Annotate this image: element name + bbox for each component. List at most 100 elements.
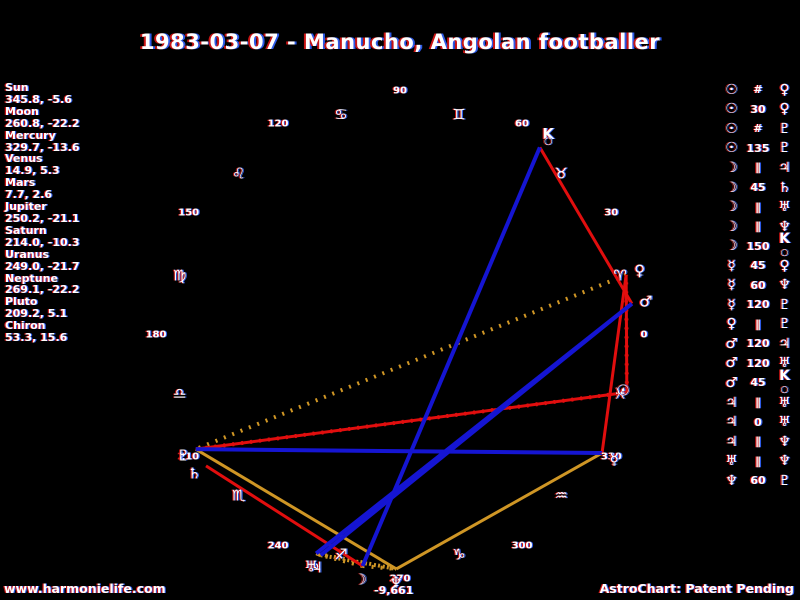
aspect-symbol-trine: 120 [746, 356, 770, 370]
sun-glyph: ☉ [725, 101, 738, 118]
aspect-row-jupiter-uranus: ♃ ∥ ♅ [722, 393, 794, 413]
planet-row-sun: Sun 345.8, -5.6 [5, 82, 80, 106]
aspect-row-mercury-pluto: ☿ 120 ♇ [722, 295, 794, 315]
planet-glyph-jupiter: ♃ [309, 558, 323, 577]
planet-glyph-mars: ♂ [639, 292, 653, 311]
moon-glyph: ☽ [725, 179, 738, 196]
moon-glyph: ☽ [725, 218, 738, 235]
planet-coordinates: 269.1, -22.2 [5, 283, 80, 297]
aspect-line-mercury-pluto-trine [195, 447, 603, 456]
aspect-symbol-parallel: ∥ [755, 454, 761, 468]
zodiac-glyph-sagittarius: ♐ [334, 545, 348, 564]
planet-glyph-venus: ♀ [634, 261, 646, 280]
planet-row-mars: Mars 7.7, 2.6 [5, 177, 80, 201]
moon-glyph: ☽ [725, 238, 738, 255]
aspect-symbol-sextile: 60 [750, 278, 766, 292]
aspect-symbol-sextile: 60 [750, 474, 766, 488]
planet-name: Jupiter [5, 200, 47, 214]
planet-row-pluto: Pluto 209.2, 5.1 [5, 296, 80, 320]
jupiter-glyph: ♃ [778, 335, 791, 352]
degree-label-210: 210 [178, 451, 200, 463]
aspect-line-moon-saturn-semisquare [205, 464, 364, 568]
aspect-row-mercury-neptune: ☿ 60 ♆ [722, 275, 794, 295]
aspect-line-jupiter-neptune-parallel [320, 553, 397, 571]
mercury-glyph: ☿ [727, 277, 736, 294]
planet-name: Neptune [5, 271, 58, 285]
aspect-row-jupiter-uranus: ♃ 0 ♅ [722, 412, 794, 432]
mars-glyph: ♂ [725, 355, 738, 372]
neptune-glyph: ♆ [778, 453, 791, 470]
zodiac-glyph-capricorn: ♑ [452, 545, 466, 564]
chiron-glyph: K ○ [779, 367, 790, 395]
planet-coordinates: 14.9, 5.3 [5, 164, 60, 178]
planet-glyph-neptune: ♆ [389, 573, 403, 592]
planet-glyph-saturn: ♄ [187, 464, 202, 483]
planet-coordinates: 7.7, 2.6 [5, 188, 52, 202]
degree-label-270: 270 [389, 573, 411, 585]
aspect-line-neptune-pluto-sextile [194, 447, 398, 571]
planet-glyph-chiron: K ○ [542, 125, 555, 148]
aspect-symbol-parallel: ∥ [755, 161, 761, 175]
aspect-symbol-contraparallel: # [753, 83, 763, 97]
zodiac-glyph-aries: ♈ [613, 266, 627, 285]
aspect-row-uranus-neptune: ♅ ∥ ♆ [722, 451, 794, 471]
planet-row-venus: Venus 14.9, 5.3 [5, 153, 80, 177]
planet-name: Saturn [5, 223, 47, 237]
degree-label-0: 0 [640, 329, 648, 341]
aspect-symbol-parallel: ∥ [755, 435, 761, 449]
degree-label-30: 30 [604, 207, 619, 219]
planet-name: Sun [5, 81, 29, 94]
zodiac-glyph-pisces: ♓ [613, 384, 627, 403]
neptune-glyph: ♆ [778, 433, 791, 450]
mercury-glyph: ☿ [727, 257, 736, 274]
planet-coordinates: 329.7, -13.6 [5, 140, 80, 154]
planet-row-neptune: Neptune 269.1, -22.2 [5, 271, 80, 297]
planet-glyph-pluto: ♇ [176, 446, 191, 465]
planet-row-saturn: Saturn 214.0, -10.3 [5, 223, 80, 249]
planet-glyph-mercury: ☿ [609, 450, 619, 469]
zodiac-glyph-leo: ♌ [232, 164, 246, 183]
zodiac-glyph-virgo: ♍ [173, 266, 187, 285]
website-url: www.harmonielife.com [4, 581, 166, 596]
uranus-glyph: ♅ [778, 355, 791, 372]
aspect-line-mercury-neptune-sextile [395, 451, 603, 571]
aspect-row-sun-venus: ☉ # ♀ [722, 80, 794, 100]
planet-row-moon: Moon 260.8, -22.2 [5, 105, 80, 130]
aspect-row-mercury-venus: ☿ 45 ♀ [722, 256, 794, 276]
planet-coordinates: 249.0, -21.7 [5, 259, 80, 273]
sun-glyph: ☉ [725, 140, 738, 157]
degree-label-90: 90 [393, 85, 407, 97]
pluto-glyph: ♇ [778, 140, 791, 157]
bottom-annotation: -9,661 [374, 584, 414, 597]
planet-name: Mars [5, 176, 36, 190]
aspect-row-jupiter-neptune: ♃ ∥ ♆ [722, 432, 794, 452]
aspect-symbol-semisextile: 30 [750, 102, 766, 116]
zodiac-glyph-libra: ♎ [173, 384, 187, 403]
aspect-symbol-parallel: ∥ [755, 396, 761, 410]
mars-glyph: ♂ [725, 374, 738, 391]
aspect-row-sun-pluto: ☉ # ♇ [722, 119, 794, 139]
zodiac-glyph-aquarius: ♒ [554, 486, 568, 505]
venus-glyph: ♀ [779, 81, 790, 98]
degree-label-60: 60 [515, 118, 529, 130]
aspect-row-moon-saturn: ☽ 45 ♄ [722, 178, 794, 198]
planet-row-jupiter: Jupiter 250.2, -21.1 [5, 201, 80, 225]
aspect-row-moon-chiron: ☽ 150 K ○ [722, 232, 794, 258]
aspect-row-mars-chiron: ♂ 45 K ○ [722, 369, 794, 395]
aspect-list: ☉ # ♀ ☉ 30 ♀ ☉ # ♇ ☉ 135 ♇ ☽ ∥ ♃ ☽ 45 ♄ ☽ ∥ ♅ ☽ ∥ ♆ ☽ 150 K ○ ☿ 45 ♀ ☿ 6… [722, 80, 794, 490]
aspect-symbol-semisquare: 45 [750, 376, 766, 390]
uranus-glyph: ♅ [725, 453, 738, 470]
jupiter-glyph: ♃ [725, 414, 738, 431]
aspect-row-sun-pluto: ☉ 135 ♇ [722, 139, 794, 159]
neptune-glyph: ♆ [778, 218, 791, 235]
aspect-line-mars-chiron-semisquare [538, 146, 634, 305]
planet-row-uranus: Uranus 249.0, -21.7 [5, 248, 80, 273]
sun-glyph: ☉ [725, 81, 738, 98]
saturn-glyph: ♄ [778, 179, 791, 196]
aspect-row-venus-pluto: ♀ ∥ ♇ [722, 315, 794, 335]
planet-name: Chiron [5, 319, 46, 333]
aspect-row-moon-neptune: ☽ ∥ ♆ [722, 217, 794, 237]
aspect-row-neptune-pluto: ♆ 60 ♇ [722, 471, 794, 491]
